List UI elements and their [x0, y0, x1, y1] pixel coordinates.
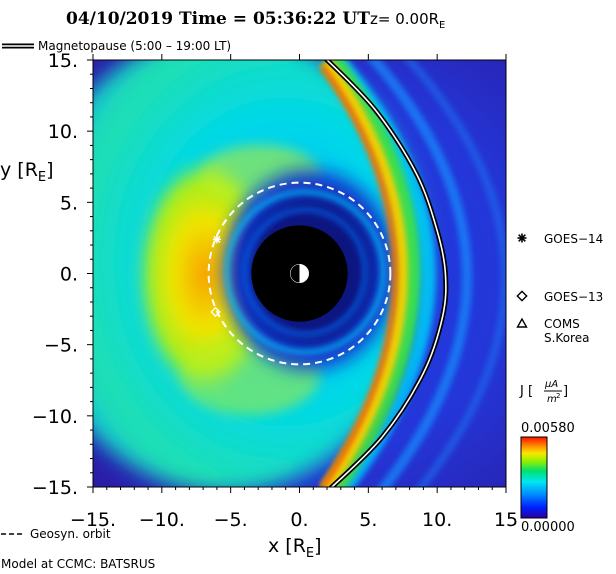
heatmap-field: [93, 60, 506, 487]
magnetopause-line: [325, 60, 447, 487]
satellite-markers: [210, 235, 221, 318]
y-axis-label-main: y [R: [0, 159, 38, 181]
legend-goes13: GOES−13: [516, 290, 603, 304]
satellite-marker-diamond: [210, 306, 221, 318]
satellite-marker-asterisk: [212, 235, 221, 244]
diamond-icon: [516, 290, 528, 302]
y-tick-label: −5.: [44, 335, 78, 357]
legend-coms: COMS S.Korea: [516, 317, 589, 345]
x-tick-label: 5.: [359, 509, 377, 531]
geosyn-legend-label: Geosyn. orbit: [30, 527, 111, 541]
y-tick-label: −15.: [32, 477, 78, 499]
legend-coms-label-line2: S.Korea: [544, 331, 589, 345]
colorbar-max-label: 0.00580: [521, 421, 575, 436]
y-tick-label: 10.: [48, 121, 78, 143]
colorbar-unit-den: m: [547, 394, 557, 405]
triangle-icon: [516, 317, 528, 328]
x-tick-label: 0.: [290, 509, 308, 531]
x-tick-label: −15.: [70, 509, 116, 531]
x-axis-label-main: x [R: [268, 535, 306, 557]
earth-icon: [290, 264, 309, 283]
axis-ticks: −15. −10. −5. 0. 5. 10. 15 15. 10. 5. 0. −5. −10. −15…: [32, 50, 518, 531]
y-axis-label-sub: E: [38, 170, 46, 185]
title-z: z= 0.00RE: [370, 10, 445, 31]
y-tick-label: 0.: [60, 264, 78, 286]
y-tick-label: 15.: [48, 50, 78, 72]
colorbar: J [ μA m 2 ] 0.00580 0.00000: [519, 379, 575, 535]
asterisk-icon: [517, 233, 527, 243]
colorbar-unit-den-sup: 2: [556, 392, 560, 400]
geosyn-legend: Geosyn. orbit: [1, 527, 111, 541]
legend-goes14-label: GOES−14: [544, 232, 603, 246]
y-axis-label: y [RE]: [0, 159, 54, 185]
colorbar-min-label: 0.00000: [521, 520, 575, 535]
title-time: 04/10/2019 Time = 05:36:22 UT: [66, 9, 370, 29]
title-z-sub: E: [439, 20, 445, 31]
title-z-prefix: z= 0.00R: [370, 10, 439, 28]
model-label: Model at CCMC: BATSRUS: [1, 557, 155, 571]
y-axis-label-end: ]: [46, 159, 53, 181]
legend-coms-label: COMS: [544, 317, 580, 331]
magnetopause-legend: Magnetopause (5:00 – 19:00 LT): [2, 39, 231, 53]
magnetopause-legend-label: Magnetopause (5:00 – 19:00 LT): [38, 39, 231, 53]
x-tick-label: 10.: [422, 509, 452, 531]
x-tick-label: −10.: [139, 509, 185, 531]
y-tick-label: 5.: [60, 192, 78, 214]
legend-goes14: GOES−14: [517, 232, 603, 246]
x-axis-label-sub: E: [306, 546, 314, 561]
x-tick-label: 15: [494, 509, 518, 531]
x-axis-label-end: ]: [314, 535, 321, 557]
colorbar-unit-num: μA: [544, 379, 558, 390]
colorbar-label-main: J [: [519, 384, 533, 399]
x-tick-label: −5.: [214, 509, 248, 531]
x-axis-label: x [RE]: [268, 535, 322, 561]
geosyn-orbit: [207, 181, 392, 366]
legend-goes13-label: GOES−13: [544, 290, 603, 304]
satellite-legend: GOES−14 GOES−13 COMS S.Korea: [516, 232, 603, 345]
colorbar-gradient: [520, 436, 548, 519]
y-tick-label: −10.: [32, 406, 78, 428]
colorbar-label-end: ]: [563, 384, 568, 399]
